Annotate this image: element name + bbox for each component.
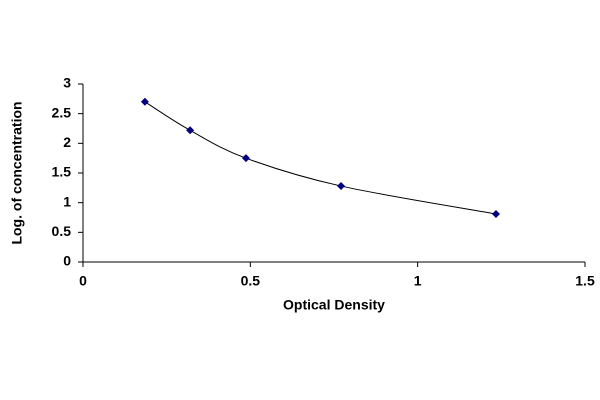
- data-point: [491, 209, 500, 218]
- data-point: [186, 126, 195, 135]
- y-tick-label: 1: [63, 193, 71, 209]
- x-tick-label: 0: [79, 273, 87, 289]
- y-tick-label: 3: [63, 75, 71, 91]
- data-point: [241, 154, 250, 163]
- x-tick-label: 1: [414, 273, 422, 289]
- x-tick-label: 0.5: [241, 273, 261, 289]
- y-tick-label: 0.5: [52, 223, 72, 239]
- fit-line: [144, 101, 497, 215]
- y-tick-label: 0: [63, 253, 71, 269]
- y-tick-label: 2: [63, 134, 71, 150]
- y-tick-label: 1.5: [52, 164, 72, 180]
- x-axis-title: Optical Density: [283, 297, 385, 313]
- data-point: [140, 97, 149, 106]
- y-tick-label: 2.5: [52, 104, 72, 120]
- data-point: [337, 182, 346, 191]
- y-axis-title: Log. of concentration: [9, 101, 25, 244]
- x-tick-label: 1.5: [575, 273, 595, 289]
